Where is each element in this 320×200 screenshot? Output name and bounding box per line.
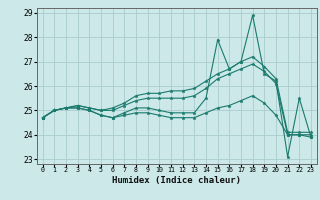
X-axis label: Humidex (Indice chaleur): Humidex (Indice chaleur) bbox=[112, 176, 241, 185]
